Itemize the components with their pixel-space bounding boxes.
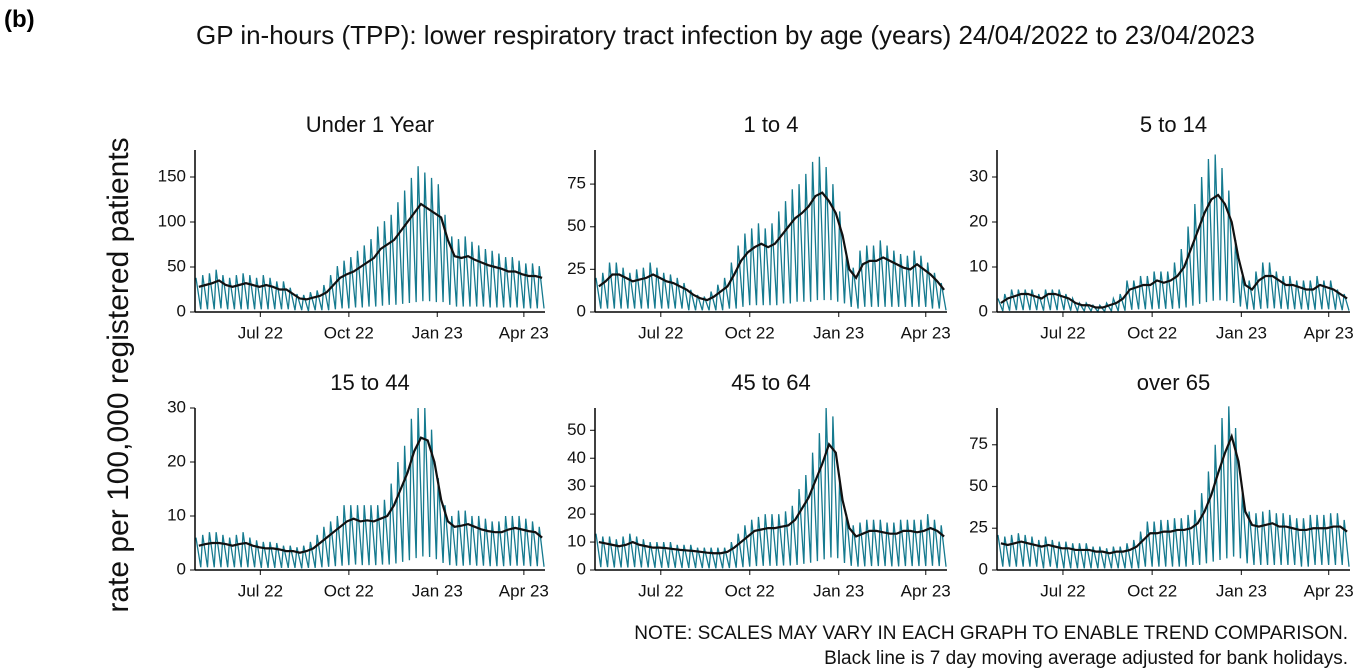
x-tick-label: Oct 22 [324, 323, 374, 342]
daily-line [595, 407, 947, 569]
panel-title: 1 to 4 [743, 112, 798, 137]
y-tick-label: 30 [969, 166, 988, 185]
note: NOTE: SCALES MAY VARY IN EACH GRAPH TO E… [634, 623, 1348, 644]
panel-title: 5 to 14 [1140, 112, 1207, 137]
y-tick-label: 20 [167, 451, 186, 470]
x-tick-label: Jul 22 [638, 581, 683, 600]
y-tick-label: 40 [567, 448, 586, 467]
x-tick-label: Oct 22 [1127, 323, 1177, 342]
x-tick-label: Apr 23 [901, 323, 951, 342]
y-tick-label: 25 [567, 259, 586, 278]
y-tick-label: 0 [177, 559, 186, 578]
panel-label: (b) [4, 6, 35, 33]
moving-average-line [598, 191, 945, 302]
daily-line [195, 166, 545, 312]
x-tick-label: Jan 23 [813, 581, 864, 600]
panel-title: over 65 [1137, 370, 1210, 395]
y-tick-label: 75 [969, 434, 988, 453]
y-tick-label: 20 [969, 211, 988, 230]
daily-line [997, 406, 1350, 569]
x-tick-label: Apr 23 [901, 581, 951, 600]
y-axis-label: rate per 100,000 registered patients [102, 137, 135, 612]
y-tick-label: 50 [567, 216, 586, 235]
moving-average-line [198, 436, 543, 554]
x-tick-label: Jan 23 [412, 323, 463, 342]
x-tick-label: Jan 23 [412, 581, 463, 600]
y-tick-label: 50 [567, 420, 586, 439]
x-tick-label: Apr 23 [499, 323, 549, 342]
y-tick-label: 10 [567, 532, 586, 551]
panel-title: Under 1 Year [306, 112, 434, 137]
x-tick-label: Jul 22 [238, 581, 283, 600]
y-tick-label: 10 [969, 256, 988, 275]
x-tick-label: Apr 23 [1304, 581, 1354, 600]
moving-average-line [598, 442, 945, 555]
note: Black line is 7 day moving average adjus… [824, 648, 1348, 669]
panel-title: 15 to 44 [330, 370, 410, 395]
y-tick-label: 0 [979, 559, 988, 578]
daily-line [595, 156, 947, 311]
y-tick-label: 50 [969, 476, 988, 495]
x-tick-label: Jul 22 [238, 323, 283, 342]
x-tick-label: Apr 23 [499, 581, 549, 600]
x-tick-label: Oct 22 [324, 581, 374, 600]
x-tick-label: Jan 23 [1216, 581, 1267, 600]
y-tick-label: 75 [567, 174, 586, 193]
moving-average-line [1000, 432, 1348, 555]
x-tick-label: Jul 22 [1040, 323, 1085, 342]
y-tick-label: 30 [567, 476, 586, 495]
daily-line [997, 154, 1350, 314]
y-tick-label: 30 [167, 397, 186, 416]
x-tick-label: Jan 23 [813, 323, 864, 342]
y-tick-label: 100 [158, 211, 186, 230]
y-tick-label: 150 [158, 166, 186, 185]
x-tick-label: Jan 23 [1216, 323, 1267, 342]
x-tick-label: Jul 22 [1040, 581, 1085, 600]
x-tick-label: Apr 23 [1304, 323, 1354, 342]
x-tick-label: Oct 22 [725, 581, 775, 600]
moving-average-line [1000, 193, 1348, 309]
y-tick-label: 0 [979, 301, 988, 320]
chart-title: GP in-hours (TPP): lower respiratory tra… [196, 20, 1255, 50]
y-tick-label: 20 [567, 504, 586, 523]
x-tick-label: Oct 22 [1127, 581, 1177, 600]
y-tick-label: 50 [167, 256, 186, 275]
panel-title: 45 to 64 [731, 370, 811, 395]
x-tick-label: Jul 22 [638, 323, 683, 342]
daily-line [195, 407, 545, 569]
y-tick-label: 0 [577, 301, 586, 320]
moving-average-line [198, 202, 543, 301]
x-tick-label: Oct 22 [725, 323, 775, 342]
y-tick-label: 0 [177, 301, 186, 320]
y-tick-label: 10 [167, 505, 186, 524]
y-tick-label: 25 [969, 518, 988, 537]
y-tick-label: 0 [577, 559, 586, 578]
